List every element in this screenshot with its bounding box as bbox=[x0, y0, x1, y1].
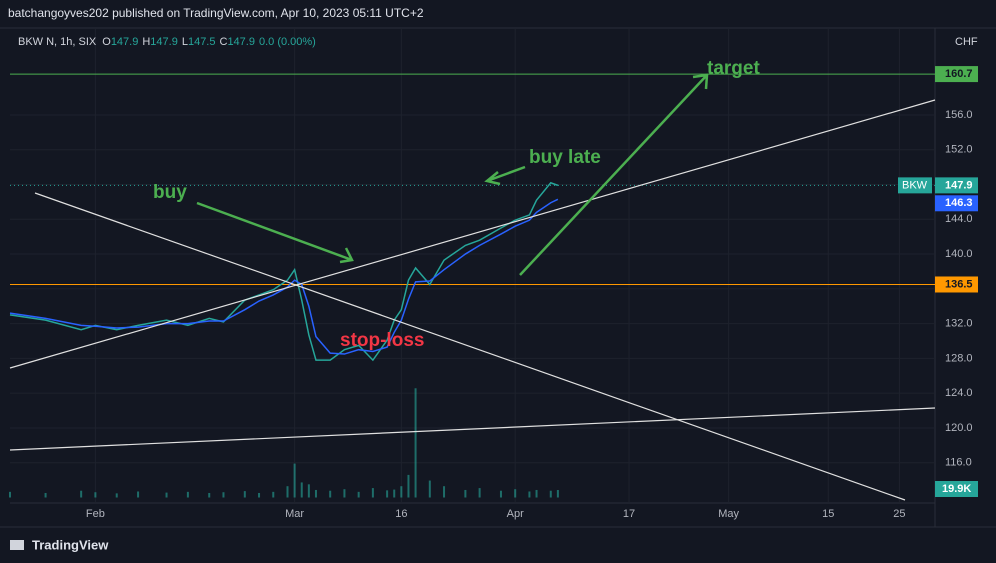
volume-bar bbox=[528, 491, 531, 498]
volume-bar bbox=[329, 490, 332, 498]
target-arrow bbox=[519, 73, 709, 276]
header: batchangoyves202 published on TradingVie… bbox=[8, 6, 424, 20]
volume-bar bbox=[300, 482, 303, 498]
annotation: buy late bbox=[529, 147, 601, 168]
volume-bar bbox=[307, 484, 310, 498]
y-tick-label: 132.0 bbox=[945, 318, 973, 330]
volume-bar bbox=[428, 480, 431, 498]
volume-bar bbox=[549, 490, 552, 498]
volume-bar bbox=[556, 490, 559, 498]
price-line bbox=[9, 181, 559, 362]
volume-tag bbox=[935, 481, 978, 497]
volume-bar bbox=[443, 486, 446, 498]
y-tick-label: 152.0 bbox=[945, 144, 973, 156]
trend-line bbox=[9, 99, 936, 369]
y-tick-label: 144.0 bbox=[945, 213, 973, 225]
trend-line bbox=[34, 192, 906, 501]
y-tick-label: 156.0 bbox=[945, 109, 973, 121]
legend-key: C bbox=[219, 36, 227, 48]
volume-bar bbox=[343, 489, 346, 498]
volume-bar bbox=[222, 492, 225, 498]
volume-bar bbox=[258, 492, 261, 498]
x-tick-label: 16 bbox=[395, 508, 407, 520]
y-tick-label: 120.0 bbox=[945, 422, 973, 434]
x-tick-label: Mar bbox=[285, 508, 304, 520]
volume-bar bbox=[293, 463, 296, 498]
x-tick-label: Feb bbox=[86, 508, 105, 520]
logo bbox=[10, 540, 24, 550]
volume-bar bbox=[9, 491, 11, 498]
volume-tag-label: 19.9K bbox=[942, 483, 971, 495]
arrows bbox=[196, 73, 709, 276]
legend: BKW N, 1h, SIX O147.9 H147.9 L147.5 C147.9 0.… bbox=[18, 36, 316, 48]
y-tick-label: 128.0 bbox=[945, 352, 973, 364]
volume-bar bbox=[165, 492, 168, 498]
volume-bar bbox=[393, 489, 396, 498]
annotation: target bbox=[707, 58, 760, 79]
symbol-tag-label: BKW bbox=[902, 179, 928, 191]
legend-symbol: BKW N, 1h, SIX bbox=[18, 36, 97, 48]
volume-bar bbox=[314, 489, 317, 498]
brand: TradingView bbox=[32, 537, 109, 552]
volume-bar bbox=[371, 488, 374, 498]
buy-arrow bbox=[196, 201, 354, 264]
price-tag-label: 160.7 bbox=[945, 68, 973, 80]
annotation: buy bbox=[153, 182, 187, 203]
volume-bar bbox=[400, 486, 403, 498]
volume-bar bbox=[386, 490, 389, 498]
y-tick-label: 140.0 bbox=[945, 248, 973, 260]
volume-bar bbox=[499, 490, 502, 498]
volume-bar bbox=[186, 491, 189, 498]
legend-value: 147.9 bbox=[111, 36, 139, 48]
price-tag bbox=[935, 195, 978, 212]
price-tag-label: 147.9 bbox=[945, 179, 973, 191]
volume-bar bbox=[286, 486, 289, 498]
legend-value: 147.9 bbox=[227, 36, 255, 48]
legend-key: L bbox=[182, 36, 188, 48]
currency: CHF bbox=[955, 36, 978, 48]
legend-value: 147.9 bbox=[150, 36, 178, 48]
volume-bar bbox=[80, 490, 83, 498]
volume-bar bbox=[208, 492, 211, 498]
buy-late-arrow bbox=[484, 165, 526, 186]
legend-value: 147.5 bbox=[188, 36, 216, 48]
volume-bar bbox=[414, 388, 417, 498]
legend-key: H bbox=[142, 36, 150, 48]
price-tag bbox=[935, 276, 978, 293]
y-tick-label: 124.0 bbox=[945, 387, 973, 399]
volume-bar bbox=[464, 489, 467, 498]
volume-bar bbox=[243, 491, 246, 498]
volume-bar bbox=[357, 491, 360, 498]
x-tick-label: 17 bbox=[623, 508, 635, 520]
volume-bar bbox=[272, 491, 275, 498]
volume-bar bbox=[94, 492, 97, 498]
price-tag-label: 136.5 bbox=[945, 278, 973, 290]
price-tag bbox=[935, 66, 978, 83]
x-tick-label: May bbox=[718, 508, 739, 520]
price-tag bbox=[935, 177, 978, 194]
volume-bar bbox=[535, 489, 538, 498]
annotation: stop-loss bbox=[340, 330, 424, 351]
volume-bar bbox=[514, 489, 517, 498]
y-tick-label: 116.0 bbox=[945, 457, 972, 469]
volume-bar bbox=[115, 493, 118, 498]
symbol-tag bbox=[898, 177, 932, 194]
volume-bar bbox=[44, 492, 47, 498]
volume-bar bbox=[407, 474, 410, 498]
volume-bar bbox=[137, 491, 140, 498]
x-tick-label: Apr bbox=[507, 508, 524, 520]
price-line bbox=[9, 198, 559, 355]
x-tick-label: 25 bbox=[893, 508, 905, 520]
trend-line bbox=[9, 407, 936, 451]
volume-bar bbox=[478, 488, 481, 498]
legend-key: O bbox=[102, 36, 111, 48]
x-tick-label: 15 bbox=[822, 508, 834, 520]
legend-change: 0.0 (0.00%) bbox=[259, 36, 316, 48]
price-tag-label: 146.3 bbox=[945, 197, 973, 209]
